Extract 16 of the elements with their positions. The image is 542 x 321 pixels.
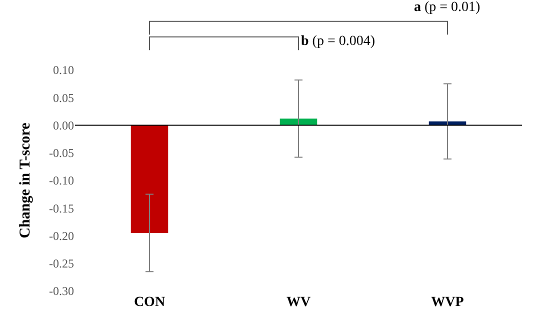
x-tick-label: CON [134, 295, 166, 310]
y-tick-label: 0.10 [53, 63, 74, 78]
y-tick-label: -0.10 [49, 174, 74, 188]
bar [130, 125, 168, 233]
y-tick-label: -0.20 [49, 228, 74, 243]
y-tick-label: 0.05 [53, 90, 74, 105]
y-axis-title: Change in T-score [17, 122, 34, 238]
text: b (p = 0.004) [301, 34, 376, 49]
x-tick-label: WV [286, 295, 311, 310]
y-tick-label: -0.15 [49, 201, 74, 216]
y-tick-label: -0.25 [49, 256, 74, 271]
text: a (p = 0.01) [414, 0, 481, 15]
y-tick-label: -0.30 [49, 284, 74, 298]
x-tick-label: WVP [431, 295, 464, 310]
y-tick-label: 0.00 [53, 118, 74, 132]
y-tick-label: -0.05 [49, 146, 74, 160]
